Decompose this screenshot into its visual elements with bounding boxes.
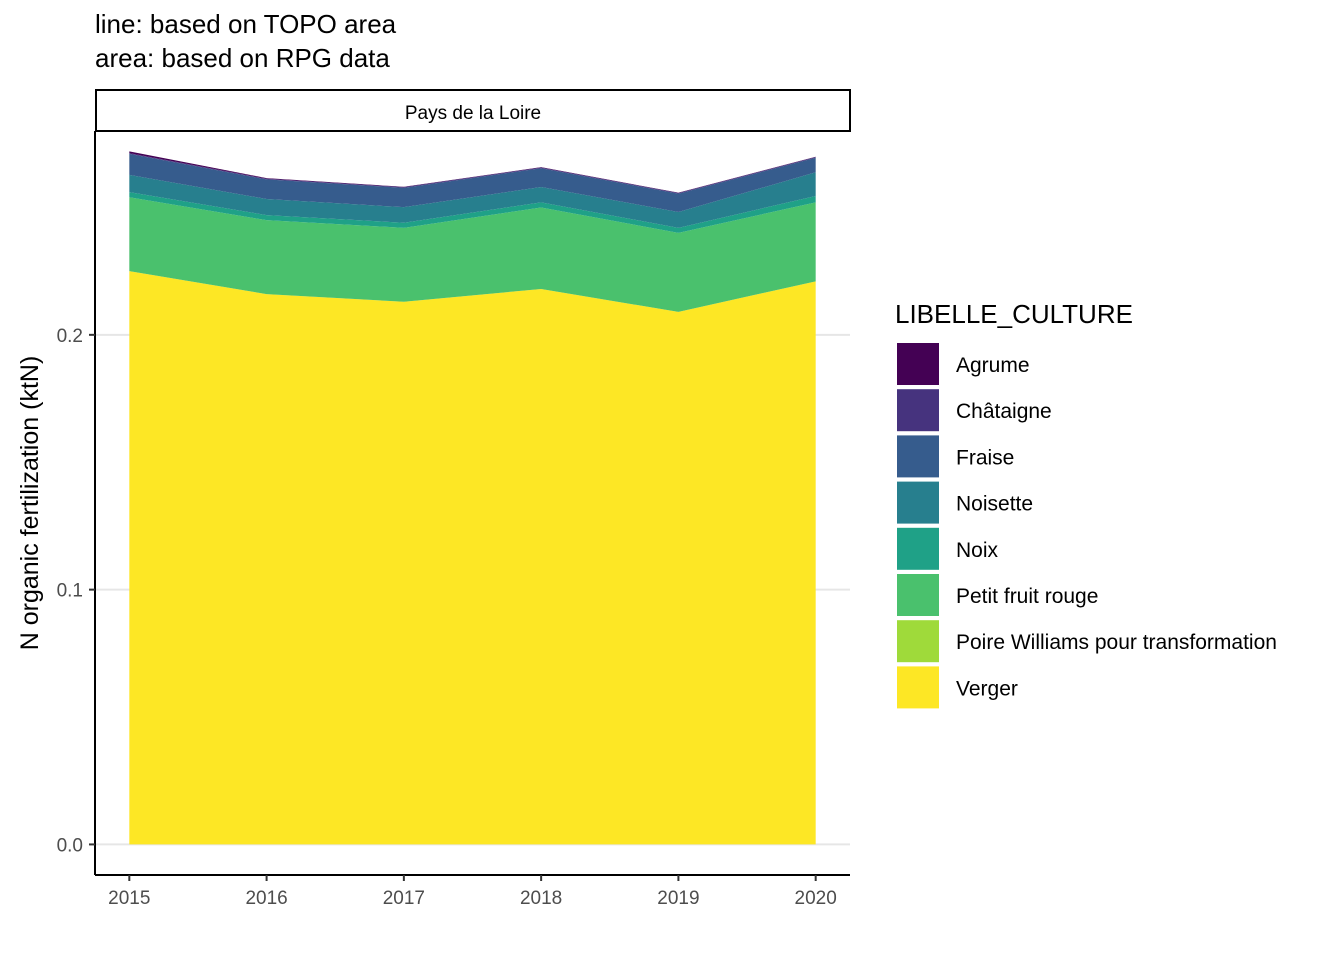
legend-label-poire-williams-pour-transformation: Poire Williams pour transformation [956,631,1277,654]
legend-label-noisette: Noisette [956,493,1033,516]
area-noix [129,192,816,233]
legend-key-noisette [897,481,939,524]
legend-key-agrume [897,343,939,385]
area-fraise [129,153,816,213]
legend-key-verger [897,666,939,709]
y-tick-label: 0.2 [57,326,83,347]
facet-strip-label: Pays de la Loire [405,103,541,124]
legend-label-agrume: Agrume [956,354,1030,377]
y-axis-ticks: 0.0 0.1 0.2 [57,326,95,856]
legend-label-petit-fruit-rouge: Petit fruit rouge [956,585,1098,608]
legend-label-fraise: Fraise [956,446,1014,469]
legend-key-noix [897,527,939,570]
legend-label-verger: Verger [956,677,1018,700]
area-noisette [129,172,816,228]
area-verger [129,271,816,845]
subtitle-line-1: line: based on TOPO area [95,9,397,39]
x-tick-label: 2017 [383,888,425,909]
facet-strip [95,89,851,132]
legend-key-poire-williams-pour-transformation [897,620,939,663]
y-axis-title: N organic fertilization (ktN) [16,356,44,651]
x-axis-ticks: 2015 2016 2017 2018 2019 2020 [108,875,837,909]
y-tick-label: 0.1 [57,581,83,602]
x-tick-label: 2019 [657,888,699,909]
area-petit-fruit-rouge [129,197,816,312]
subtitle-line-2: area: based on RPG data [95,43,390,73]
legend-label-noix: Noix [956,539,999,562]
x-tick-label: 2015 [108,888,150,909]
legend-label-chataigne: Châtaigne [956,400,1052,423]
x-tick-label: 2020 [795,888,837,909]
legend: Agrume Châtaigne Fraise Noisette Noix Petit f… [897,343,1277,709]
legend-key-chataigne [897,389,939,432]
x-tick-label: 2016 [245,888,287,909]
x-tick-label: 2018 [520,888,562,909]
legend-title: LIBELLE_CULTURE [895,299,1133,329]
legend-key-fraise [897,435,939,478]
stacked-areas [129,151,816,845]
legend-key-petit-fruit-rouge [897,574,939,616]
y-tick-label: 0.0 [57,835,83,856]
